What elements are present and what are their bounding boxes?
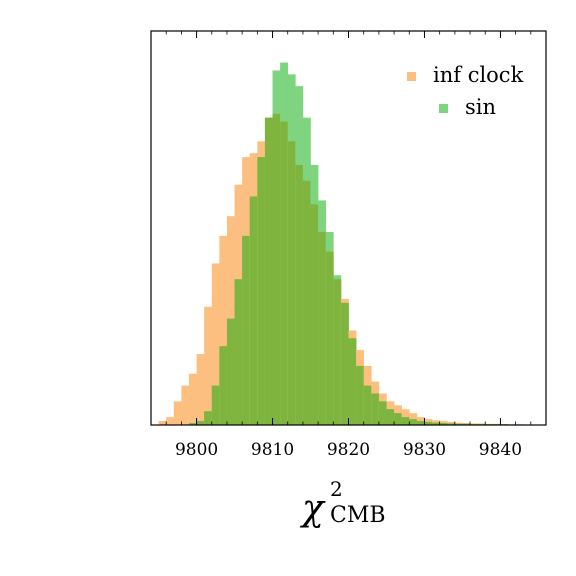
bar-overlap-9825 <box>386 409 395 425</box>
legend-marker-inf-clock <box>407 72 416 81</box>
bar-overlap-9809 <box>264 117 273 426</box>
bar-overlap-9802 <box>211 385 220 425</box>
bar-overlap-9830 <box>424 421 433 425</box>
bar-overlap-9804 <box>226 318 235 425</box>
bar-inf-clock-9799 <box>188 373 197 425</box>
bar-overlap-9827 <box>401 417 410 425</box>
x-axis-label-symbol: χ <box>299 488 326 529</box>
bar-overlap-9803 <box>219 346 228 425</box>
bar-overlap-9815 <box>310 204 319 425</box>
bar-inf-clock-9795 <box>158 421 167 425</box>
bar-overlap-9807 <box>249 196 258 425</box>
bar-overlap-9824 <box>378 401 387 425</box>
bar-overlap-9814 <box>302 180 311 425</box>
legend-label-sin: sin <box>465 95 496 119</box>
bar-overlap-9813 <box>295 164 304 425</box>
bar-overlap-9828 <box>409 419 418 425</box>
bar-overlap-9832 <box>439 423 448 425</box>
bar-overlap-9808 <box>257 157 266 425</box>
plot-bars <box>158 62 532 426</box>
bar-overlap-9831 <box>432 422 440 425</box>
bar-overlap-9826 <box>394 413 402 425</box>
bar-overlap-9812 <box>287 141 296 425</box>
x-tick-label-9840: 9840 <box>479 440 522 460</box>
x-axis-label: χ 2 CMB <box>299 477 386 529</box>
bar-overlap-9818 <box>333 279 342 425</box>
x-tick-label-9830: 9830 <box>403 440 446 460</box>
x-axis-label-superscript: 2 <box>330 477 343 501</box>
bar-inf-clock-9796 <box>166 417 175 425</box>
bar-inf-clock-9801 <box>204 306 213 425</box>
x-tick-label-9810: 9810 <box>251 440 294 460</box>
bar-overlap-9822 <box>363 385 372 425</box>
legend: inf clock sin <box>407 63 524 119</box>
bar-overlap-9805 <box>234 279 243 425</box>
bar-overlap-9799 <box>188 423 197 425</box>
bar-overlap-9829 <box>416 421 425 425</box>
bar-inf-clock-9802 <box>211 263 220 425</box>
bar-overlap-9811 <box>280 121 289 426</box>
bar-overlap-9823 <box>371 393 380 425</box>
bar-inf-clock-9800 <box>196 354 205 425</box>
bar-overlap-9817 <box>325 251 334 425</box>
legend-marker-sin <box>439 104 448 113</box>
bar-overlap-9819 <box>340 302 349 425</box>
bar-overlap-9800 <box>196 421 205 425</box>
bar-overlap-9816 <box>318 231 327 425</box>
x-axis-label-subscript: CMB <box>330 503 386 528</box>
bar-inf-clock-9798 <box>181 385 190 425</box>
x-tick-label-9820: 9820 <box>327 440 370 460</box>
x-tick-label-9800: 9800 <box>175 440 218 460</box>
bar-inf-clock-9803 <box>219 235 228 425</box>
bar-inf-clock-9797 <box>173 401 182 425</box>
bar-overlap-9810 <box>272 113 281 426</box>
bar-overlap-9820 <box>348 338 357 425</box>
bar-overlap-9806 <box>242 235 251 425</box>
bar-overlap-9801 <box>204 411 213 425</box>
x-ticks: 9800 9810 9820 9830 9840 <box>150 31 547 460</box>
legend-label-inf-clock: inf clock <box>433 63 524 87</box>
bar-overlap-9833 <box>447 423 456 425</box>
bar-overlap-9821 <box>356 365 364 425</box>
